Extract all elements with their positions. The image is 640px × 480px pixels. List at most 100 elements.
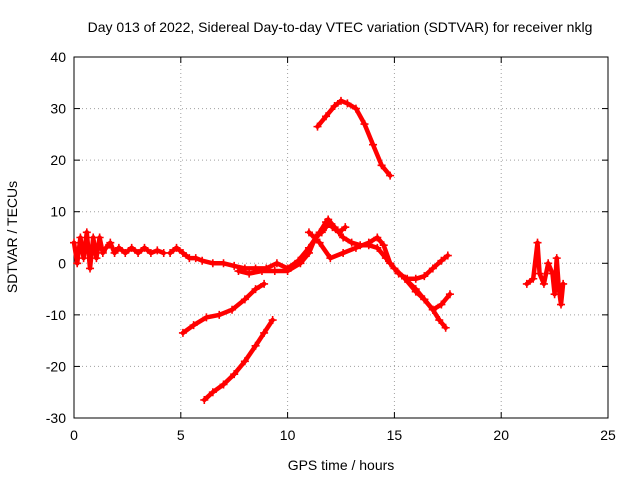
data-point [95,233,104,242]
grid-lines [74,57,608,418]
data-point [200,395,209,404]
data-point [215,310,224,319]
data-point [228,305,237,314]
data-point [535,269,544,278]
data-point [322,112,331,121]
data-point [337,96,345,105]
data-point [219,380,228,389]
data-point [98,248,107,257]
data-point [369,140,378,149]
data-point [251,285,260,294]
plot-frame [73,56,609,419]
data-point [102,243,111,252]
data-point [153,246,162,255]
series-seg-low-b [200,316,277,404]
series-seg-afternoon-b [304,228,452,283]
data-point [351,243,360,252]
data-point [304,248,313,257]
data-point [437,256,446,265]
series-seg-tail [401,274,454,314]
data-point [557,300,566,309]
data-point [351,104,360,113]
data-point [76,233,85,242]
data-point [552,254,561,263]
data-point [360,120,369,129]
data-point [114,243,123,252]
data-point [373,243,382,252]
axis-ticks: 0 5 10 15 20 25 -30 -20 -10 0 10 20 30 40 [46,49,616,443]
data-point [73,259,82,268]
data-point [296,259,305,268]
series-seg-low-a [178,279,269,337]
data-point [110,248,119,257]
series-line [180,281,267,336]
chart-title: Day 013 of 2022, Sidereal Day-to-day VTE… [88,19,593,35]
data-point [347,238,356,247]
data-point [208,388,217,397]
data-point [313,122,322,131]
data-point [339,233,348,242]
y-tick-label: 40 [50,49,66,65]
series-seg-afternoon-a [324,215,450,332]
data-point [257,267,266,276]
series-line [402,276,453,312]
x-axis-label: GPS time / hours [288,457,395,473]
data-point [379,241,388,250]
data-point [121,248,130,257]
data-point [82,228,91,237]
data-point [324,215,333,224]
data-point [441,323,450,332]
data-point [386,171,395,180]
data-point [554,285,563,294]
x-tick-label: 0 [70,427,78,443]
data-point [330,101,339,110]
data-point [219,259,228,268]
data-point [304,228,313,237]
data-point [317,228,326,237]
data-point [208,259,217,268]
data-point [127,243,136,252]
y-axis-label: SDTVAR / TECUs [4,181,20,293]
data-point [539,279,548,288]
data-point [326,254,335,263]
data-series [70,96,568,404]
y-tick-label: 10 [50,204,66,220]
series-line [315,98,393,178]
data-point [272,259,281,268]
data-point [260,279,269,288]
data-point [178,328,187,337]
data-point [548,269,557,278]
data-point [373,233,382,242]
data-point [240,357,249,366]
series-seg-loop [234,223,331,278]
data-point [550,290,559,299]
data-point [146,248,155,257]
data-point [106,238,115,247]
data-point [341,223,350,232]
y-tick-label: 20 [50,152,66,168]
data-point [140,243,149,252]
data-point [428,305,437,314]
data-point [251,341,260,350]
data-point [178,248,187,257]
data-point [420,272,429,281]
data-point [411,285,420,294]
data-point [70,238,78,247]
data-point [401,274,410,283]
y-tick-label: 30 [50,101,66,117]
data-point [230,261,239,270]
data-point [322,223,331,232]
data-point [166,248,175,257]
x-tick-label: 25 [600,427,616,443]
series-line [202,317,275,403]
data-point [79,254,88,263]
data-point [283,267,292,276]
data-point [420,295,429,304]
data-point [445,290,454,299]
data-point [92,254,101,263]
y-tick-label: -10 [46,307,66,323]
data-point [411,274,420,283]
data-point [330,223,339,232]
series-seg-high [313,96,395,180]
